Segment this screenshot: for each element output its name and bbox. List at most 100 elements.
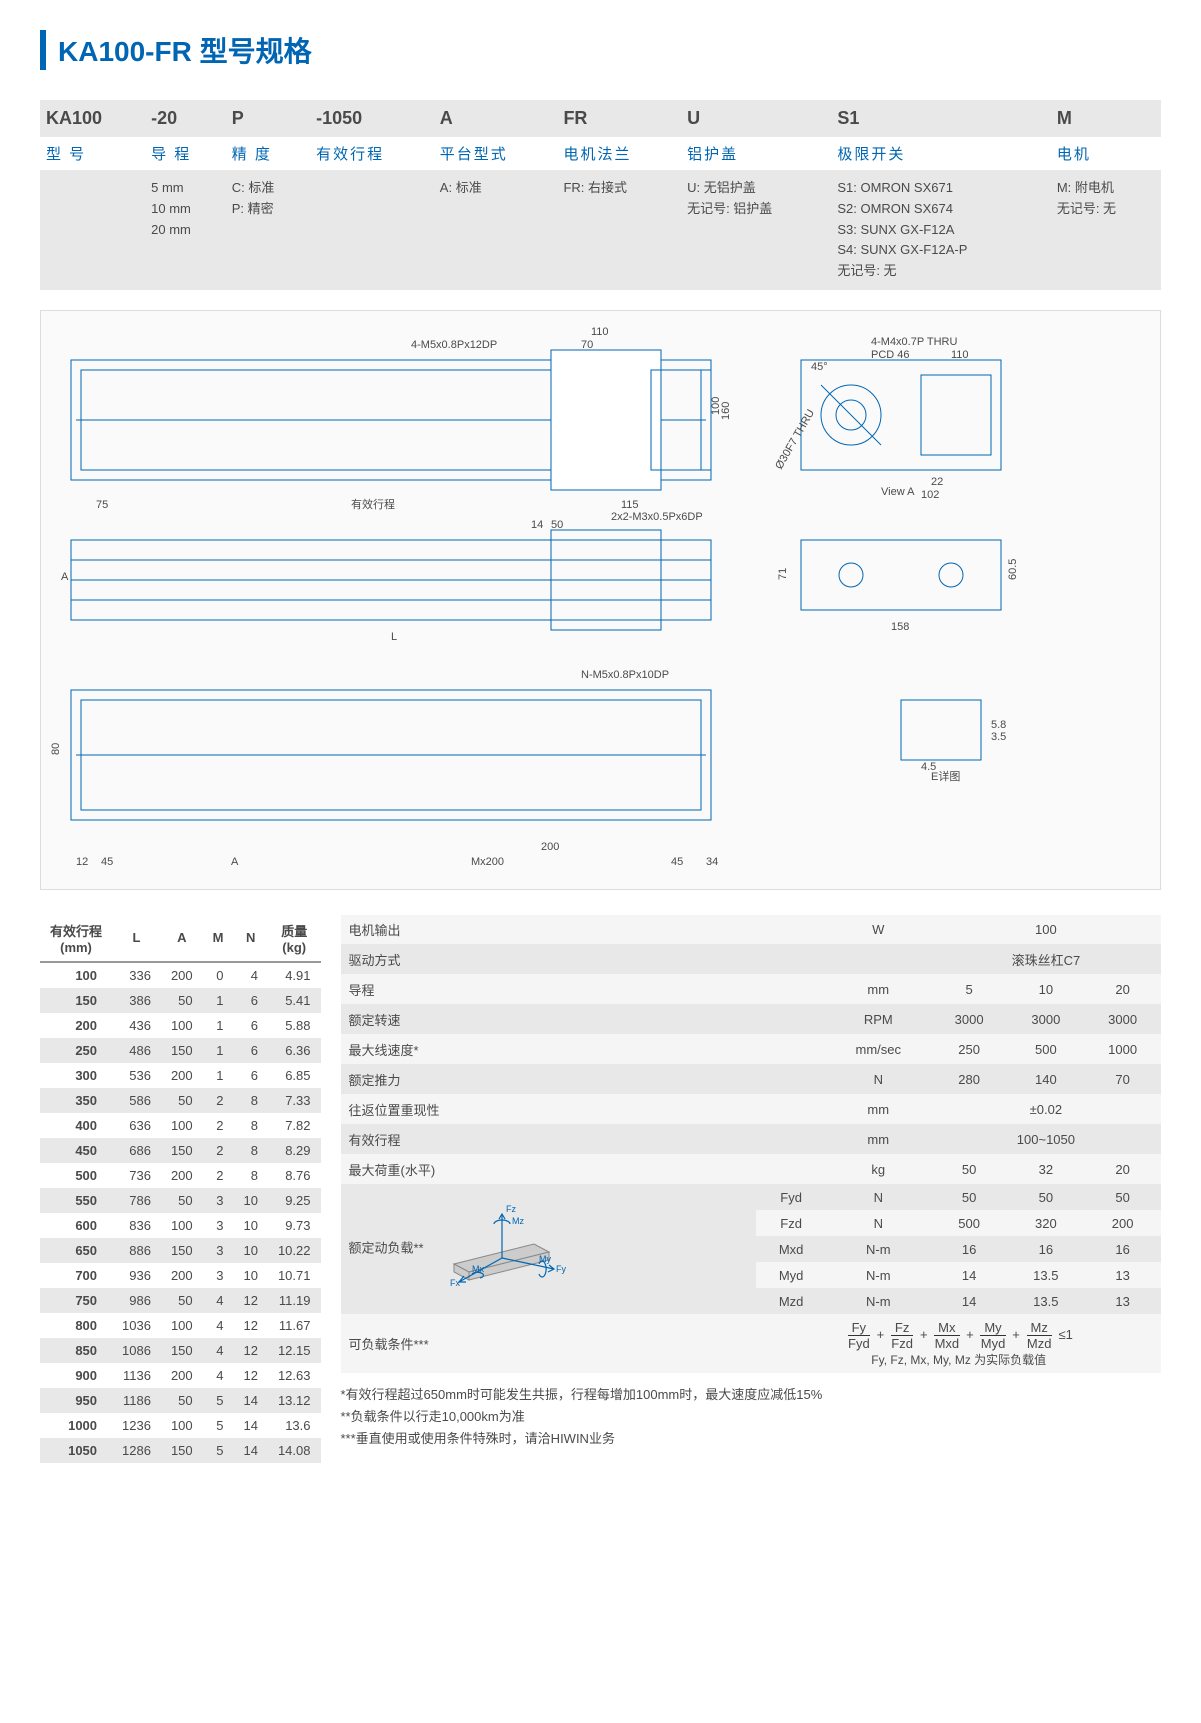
svg-text:有效行程: 有效行程 (351, 497, 395, 511)
config-options: FR: 右接式 (557, 170, 681, 290)
table-row: 6008361003109.73 (40, 1213, 321, 1238)
table-row: 300536200166.85 (40, 1063, 321, 1088)
config-label: 有效行程 (310, 137, 434, 170)
svg-text:3.5: 3.5 (991, 731, 1006, 743)
dim-header: L (112, 915, 161, 962)
svg-text:4-M4x0.7P THRU: 4-M4x0.7P THRU (871, 336, 957, 348)
dim-header: N (233, 915, 267, 962)
config-code: U (681, 100, 831, 137)
svg-text:Mx: Mx (472, 1264, 484, 1274)
table-row: 850108615041212.15 (40, 1338, 321, 1363)
spec-row: 往返位置重现性mm±0.02 (341, 1094, 1162, 1124)
svg-text:Fy: Fy (556, 1264, 566, 1274)
config-options (310, 170, 434, 290)
svg-text:PCD 46: PCD 46 (871, 349, 910, 361)
svg-text:80: 80 (51, 743, 62, 755)
svg-text:Fz: Fz (506, 1204, 516, 1214)
table-row: 70093620031010.71 (40, 1263, 321, 1288)
table-row: 900113620041212.63 (40, 1363, 321, 1388)
spec-row: 导程mm51020 (341, 974, 1162, 1004)
config-code: M (1051, 100, 1161, 137)
svg-text:4.5: 4.5 (921, 761, 936, 773)
svg-text:34: 34 (706, 856, 718, 868)
config-code: -20 (145, 100, 226, 137)
config-options: 5 mm 10 mm 20 mm (145, 170, 226, 290)
config-code: P (226, 100, 310, 137)
spec-row: 最大荷重(水平)kg503220 (341, 1154, 1162, 1184)
note-line: ***垂直使用或使用条件特殊时，请洽HIWIN业务 (341, 1428, 1162, 1450)
config-code: S1 (831, 100, 1051, 137)
svg-text:2x2-M3x0.5Px6DP: 2x2-M3x0.5Px6DP (611, 511, 703, 523)
table-row: 15038650165.41 (40, 988, 321, 1013)
dim-header: A (161, 915, 203, 962)
svg-text:12: 12 (76, 856, 88, 868)
spec-table: 电机输出W100驱动方式滚珠丝杠C7导程mm51020额定转速RPM300030… (341, 915, 1162, 1374)
config-code: FR (557, 100, 681, 137)
svg-text:14: 14 (531, 519, 543, 531)
spec-row: 额定推力N28014070 (341, 1064, 1162, 1094)
spec-row: 电机输出W100 (341, 915, 1162, 945)
svg-text:N-M5x0.8Px10DP: N-M5x0.8Px10DP (581, 669, 669, 681)
config-label: 铝护盖 (681, 137, 831, 170)
table-row: 500736200288.76 (40, 1163, 321, 1188)
svg-text:A: A (61, 571, 69, 583)
note-line: *有效行程超过650mm时可能发生共振，行程每增加100mm时，最大速度应减低1… (341, 1384, 1162, 1406)
config-label: 导 程 (145, 137, 226, 170)
svg-text:View A: View A (881, 486, 915, 498)
svg-text:Mx200: Mx200 (471, 856, 504, 868)
svg-text:50: 50 (551, 519, 563, 531)
config-options: S1: OMRON SX671 S2: OMRON SX674 S3: SUNX… (831, 170, 1051, 290)
spec-row: 可负载条件***FyFyd + FzFzd + MxMxd + MyMyd + … (341, 1314, 1162, 1373)
svg-text:My: My (539, 1254, 551, 1264)
config-code: -1050 (310, 100, 434, 137)
config-options: M: 附电机 无记号: 无 (1051, 170, 1161, 290)
config-options: C: 标准 P: 精密 (226, 170, 310, 290)
table-row: 800103610041211.67 (40, 1313, 321, 1338)
config-label: 平台型式 (434, 137, 558, 170)
note-line: **负载条件以行走10,000km为准 (341, 1406, 1162, 1428)
config-options (40, 170, 145, 290)
table-row: 550786503109.25 (40, 1188, 321, 1213)
svg-text:4-M5x0.8Px12DP: 4-M5x0.8Px12DP (411, 339, 497, 351)
spec-row: 额定动负载**FzMzFyMyFxMxFydN505050 (341, 1184, 1162, 1210)
table-row: 400636100287.82 (40, 1113, 321, 1138)
config-label: 电机 (1051, 137, 1161, 170)
table-row: 1000123610051413.6 (40, 1413, 321, 1438)
dim-header: 有效行程 (mm) (40, 915, 112, 962)
table-row: 450686150288.29 (40, 1138, 321, 1163)
svg-text:45: 45 (101, 856, 113, 868)
svg-text:5.8: 5.8 (991, 719, 1006, 731)
spec-row: 额定转速RPM300030003000 (341, 1004, 1162, 1034)
svg-text:70: 70 (581, 339, 593, 351)
svg-text:L: L (391, 631, 397, 643)
table-row: 65088615031010.22 (40, 1238, 321, 1263)
svg-text:45: 45 (671, 856, 683, 868)
svg-text:200: 200 (541, 841, 559, 853)
config-label: 精 度 (226, 137, 310, 170)
spec-row: 有效行程mm100~1050 (341, 1124, 1162, 1154)
technical-drawing: 11070 4-M5x0.8Px12DP 160 100 75有效行程115 4… (40, 310, 1161, 890)
svg-text:110: 110 (591, 326, 609, 338)
table-row: 250486150166.36 (40, 1038, 321, 1063)
table-row: 200436100165.88 (40, 1013, 321, 1038)
config-code: A (434, 100, 558, 137)
config-label: 电机法兰 (557, 137, 681, 170)
svg-text:71: 71 (777, 568, 789, 580)
svg-text:100: 100 (710, 397, 722, 415)
svg-text:60.5: 60.5 (1007, 559, 1019, 580)
spec-row: 驱动方式滚珠丝杠C7 (341, 944, 1162, 974)
svg-text:75: 75 (96, 499, 108, 511)
svg-text:110: 110 (951, 349, 969, 361)
footnotes: *有效行程超过650mm时可能发生共振，行程每增加100mm时，最大速度应减低1… (341, 1384, 1162, 1450)
table-row: 7509865041211.19 (40, 1288, 321, 1313)
spec-row: 最大线速度*mm/sec2505001000 (341, 1034, 1162, 1064)
svg-text:Mz: Mz (512, 1216, 524, 1226)
svg-text:Ø30F7 THRU: Ø30F7 THRU (773, 407, 817, 471)
config-table: KA100-20P-1050AFRUS1M 型 号导 程精 度有效行程平台型式电… (40, 100, 1161, 290)
dimension-table: 有效行程 (mm)LAMN质量 (kg) 100336200044.911503… (40, 915, 321, 1463)
config-options: U: 无铝护盖 无记号: 铝护盖 (681, 170, 831, 290)
config-code: KA100 (40, 100, 145, 137)
page-title: KA100-FR 型号规格 (40, 30, 1161, 70)
config-options: A: 标准 (434, 170, 558, 290)
svg-text:Fx: Fx (450, 1278, 460, 1288)
